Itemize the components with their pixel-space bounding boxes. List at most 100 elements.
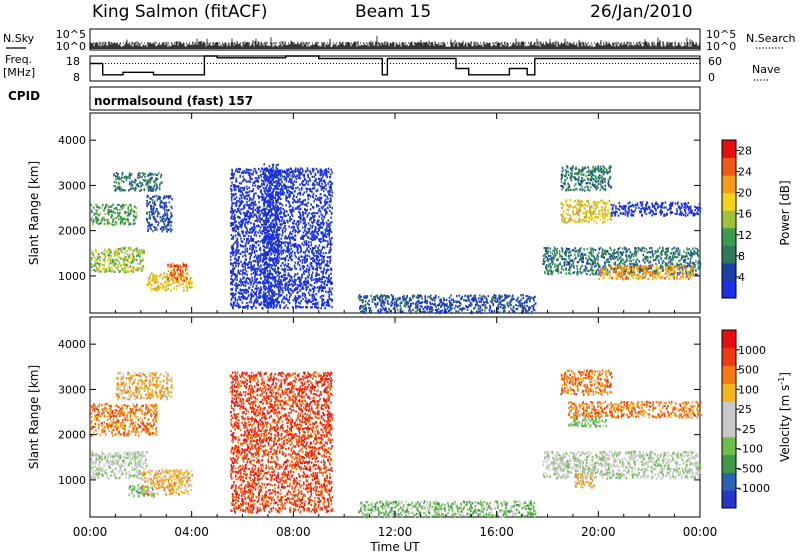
heatmap-cell	[301, 294, 304, 297]
heatmap-cell	[126, 176, 128, 179]
heatmap-cell	[273, 207, 275, 210]
heatmap-cell	[264, 279, 266, 282]
heatmap-cell	[312, 291, 315, 294]
heatmap-cell	[134, 181, 136, 184]
heatmap-cell	[302, 306, 304, 309]
heatmap-cell	[155, 183, 158, 186]
heatmap-cell	[262, 242, 264, 245]
heatmap-cell	[290, 236, 292, 239]
heatmap-cell	[272, 302, 275, 305]
heatmap-cell	[287, 241, 289, 244]
heatmap-cell	[318, 238, 320, 241]
heatmap-cell	[181, 266, 183, 269]
heatmap-cell	[271, 245, 274, 248]
heatmap-cell	[276, 215, 278, 219]
heatmap-cell	[254, 276, 256, 279]
heatmap-cell	[330, 184, 332, 187]
heatmap-cell	[298, 173, 300, 177]
heatmap-cell	[309, 171, 312, 174]
heatmap-cell	[268, 189, 271, 193]
heatmap-cell	[294, 254, 296, 257]
heatmap-cell	[244, 234, 246, 238]
heatmap-cell	[234, 297, 237, 300]
heatmap-cell	[261, 224, 264, 227]
heatmap-cell	[316, 183, 318, 186]
heatmap-cell	[147, 179, 149, 182]
heatmap-cell	[323, 283, 326, 286]
heatmap-cell	[254, 180, 256, 183]
heatmap-cell	[142, 265, 144, 268]
heatmap-cell	[303, 240, 306, 243]
heatmap-cell	[272, 284, 274, 287]
heatmap-cell	[326, 233, 329, 236]
heatmap-cell	[185, 269, 188, 272]
heatmap-cell	[295, 256, 297, 259]
heatmap-cell	[188, 280, 190, 284]
heatmap-cell	[285, 197, 288, 200]
station-title: King Salmon (fitACF)	[92, 2, 268, 22]
heatmap-cell	[132, 251, 134, 254]
heatmap-cell	[233, 261, 235, 265]
heatmap-cell	[244, 179, 247, 182]
heatmap-cell	[238, 170, 241, 173]
heatmap-cell	[276, 280, 279, 283]
heatmap-cell	[294, 297, 297, 300]
heatmap-cell	[318, 252, 320, 255]
heatmap-cell	[312, 256, 314, 259]
heatmap-cell	[273, 225, 275, 229]
heatmap-cell	[325, 283, 328, 286]
heatmap-cell	[135, 212, 137, 215]
heatmap-cell	[145, 182, 148, 185]
heatmap-cell	[315, 293, 317, 296]
heatmap-cell	[259, 221, 261, 224]
heatmap-cell	[139, 175, 141, 178]
heatmap-cell	[304, 219, 306, 222]
heatmap-cell	[307, 269, 310, 272]
heatmap-cell	[256, 270, 258, 273]
heatmap-cell	[298, 257, 300, 260]
heatmap-cell	[280, 288, 283, 291]
heatmap-cell	[318, 263, 321, 266]
heatmap-cell	[321, 286, 324, 289]
heatmap-cell	[274, 214, 276, 217]
heatmap-cell	[137, 185, 139, 188]
heatmap-cell	[136, 183, 139, 186]
heatmap-cell	[289, 296, 291, 299]
heatmap-cell	[296, 291, 298, 294]
heatmap-cell	[169, 266, 171, 269]
heatmap-cell	[283, 307, 285, 310]
heatmap-cell	[279, 175, 282, 178]
heatmap-cell	[312, 231, 315, 234]
heatmap-cell	[264, 213, 266, 216]
heatmap-cell	[316, 265, 318, 268]
heatmap-cell	[318, 223, 320, 227]
heatmap-cell	[277, 236, 280, 240]
heatmap-cell	[153, 207, 155, 210]
heatmap-cell	[330, 182, 333, 186]
heatmap-cell	[106, 251, 108, 254]
heatmap-cell	[111, 204, 113, 208]
heatmap-cell	[318, 249, 320, 252]
heatmap-cell	[301, 200, 303, 204]
heatmap-cell	[272, 299, 274, 302]
heatmap-cell	[231, 209, 234, 213]
heatmap-cell	[282, 251, 285, 254]
heatmap-cell	[250, 201, 253, 204]
heatmap-cell	[294, 244, 296, 247]
heatmap-cell	[148, 280, 150, 283]
heatmap-cell	[307, 194, 309, 197]
heatmap-cell	[166, 225, 168, 228]
heatmap-cell	[314, 298, 317, 302]
heatmap-cell	[249, 203, 251, 206]
heatmap-cell	[253, 301, 256, 304]
heatmap-cell	[275, 283, 277, 286]
heatmap-cell	[237, 291, 240, 294]
heatmap-cell	[323, 239, 325, 242]
heatmap-cell	[263, 251, 266, 254]
heatmap-cell	[170, 211, 172, 215]
heatmap-cell	[128, 174, 131, 177]
heatmap-cell	[170, 270, 173, 273]
heatmap-cell	[330, 272, 332, 275]
heatmap-cell	[262, 209, 265, 212]
heatmap-cell	[288, 180, 290, 183]
